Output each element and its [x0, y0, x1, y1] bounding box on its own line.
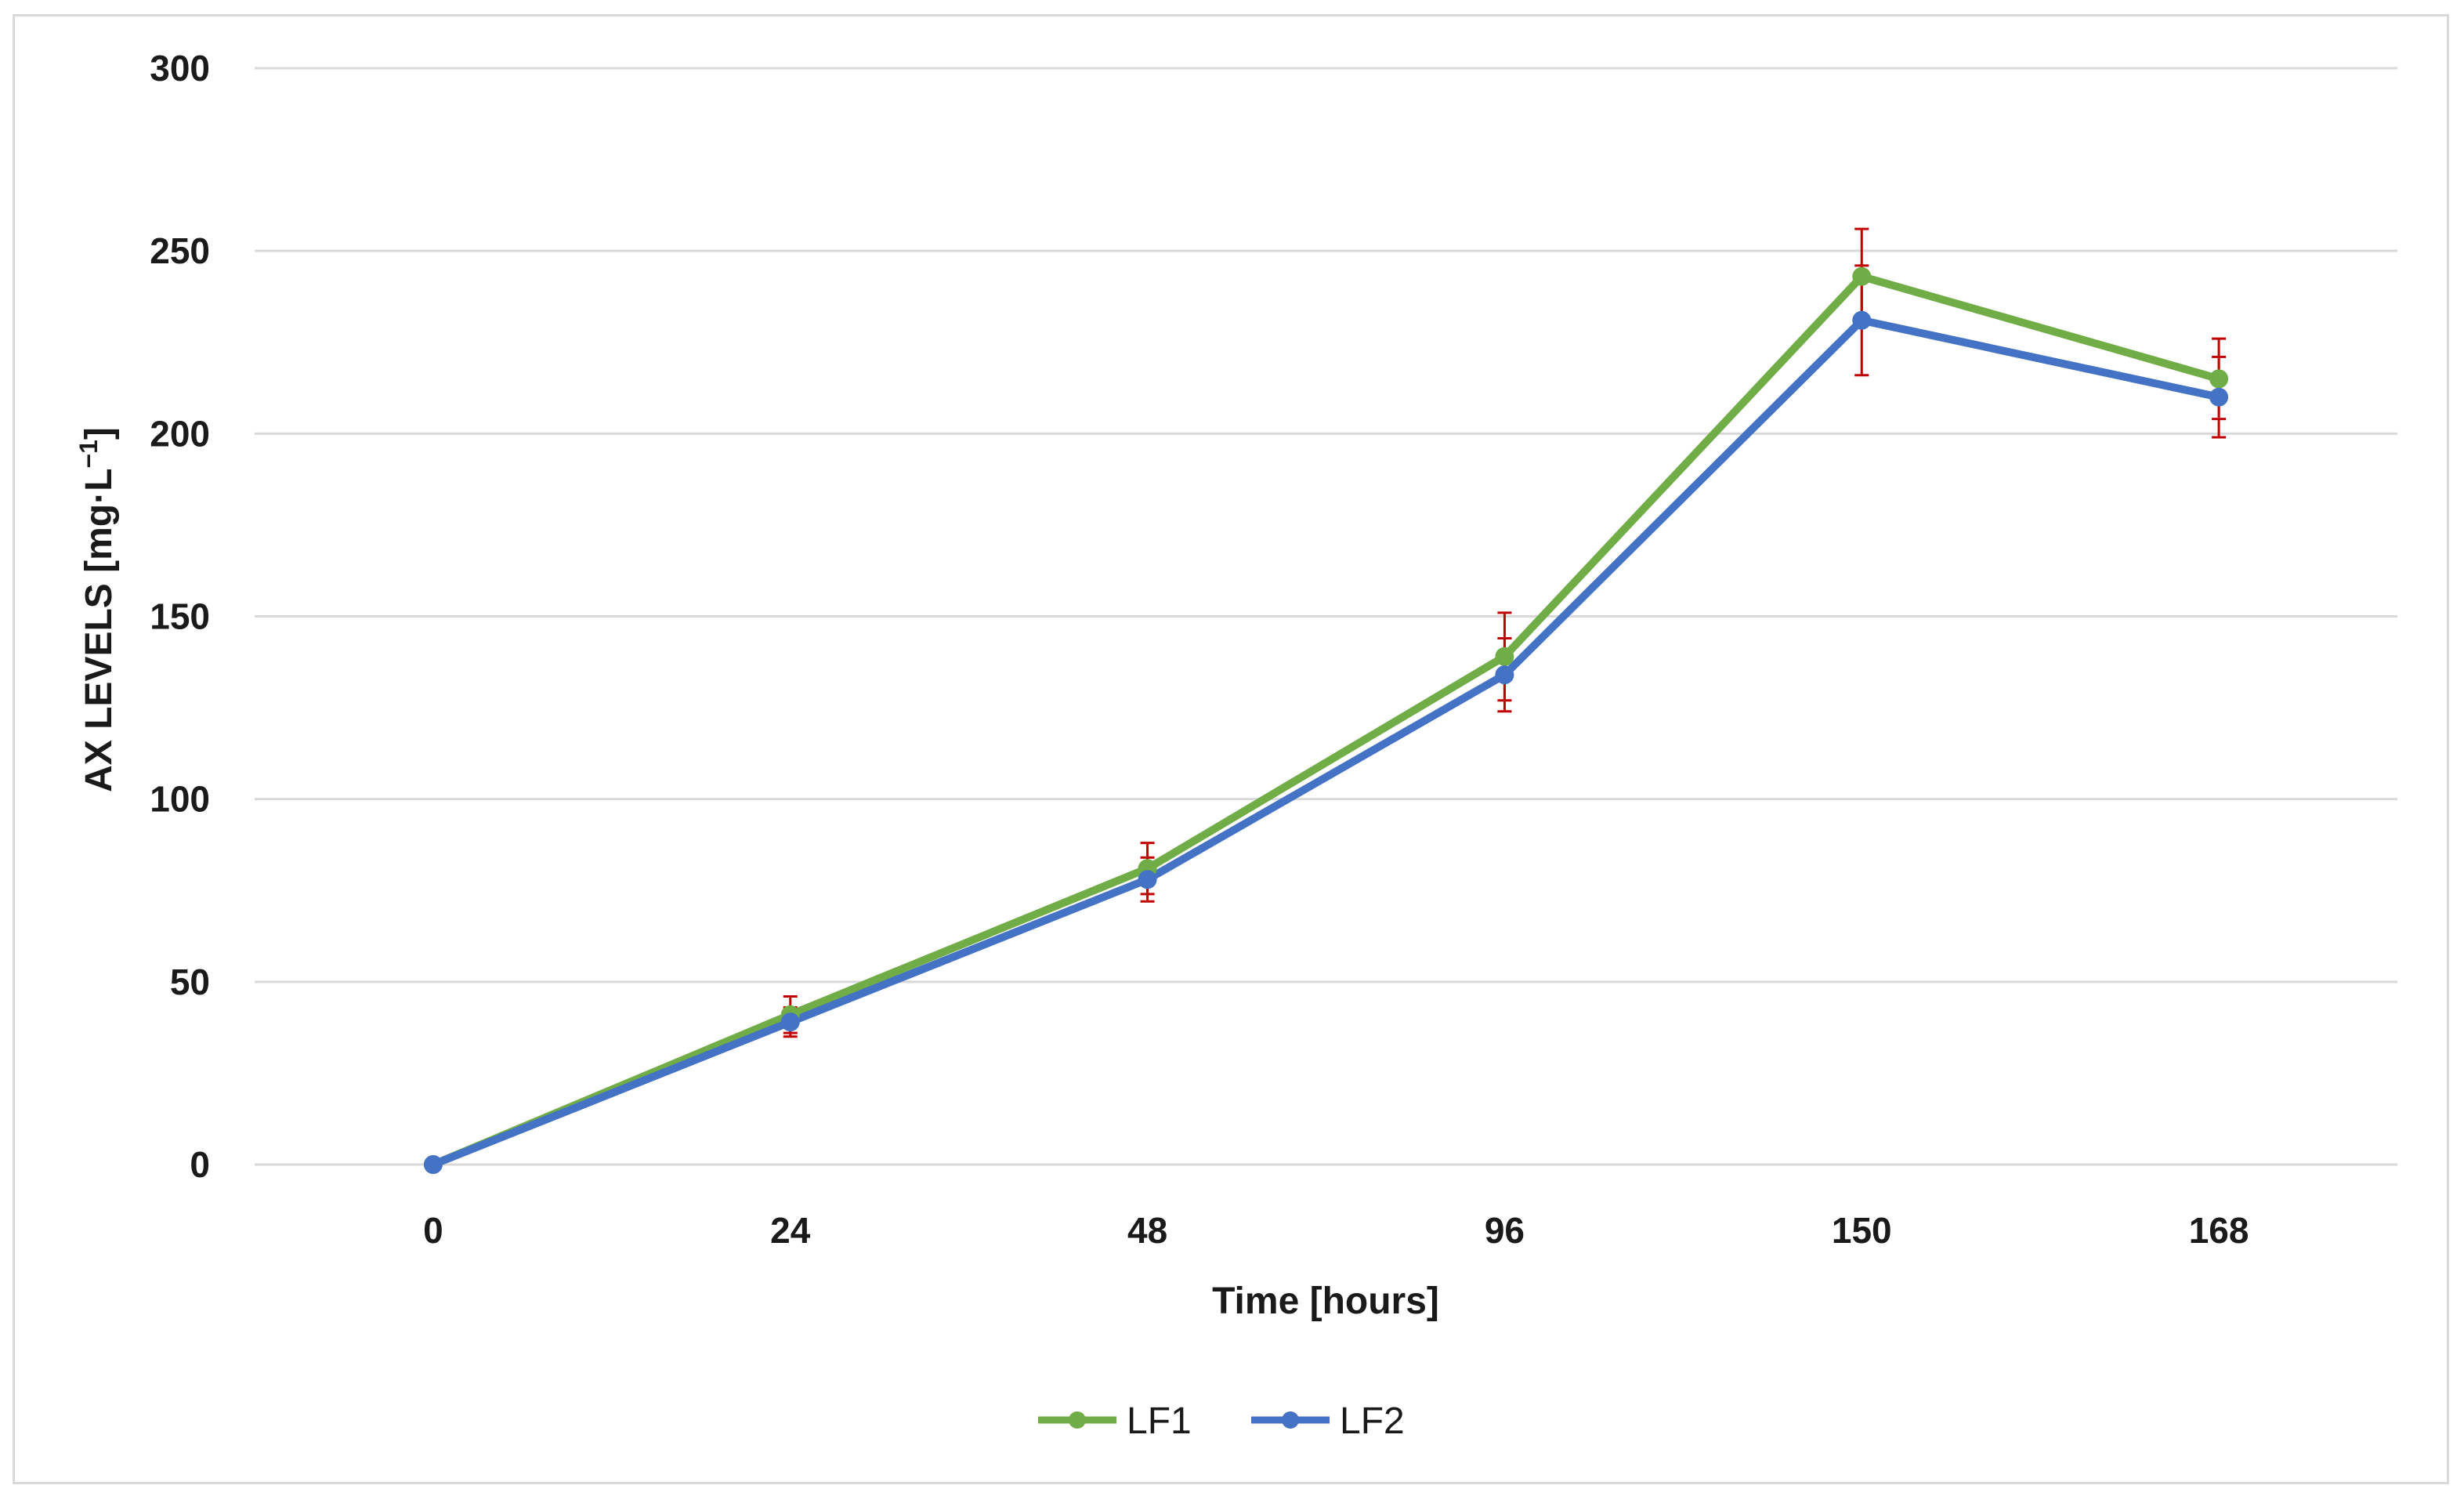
point-lf1-150: [1852, 266, 1872, 286]
x-tick-label-24: 24: [770, 1210, 811, 1251]
legend-item-lf1: LF1: [1038, 1400, 1192, 1442]
x-tick-label-0: 0: [423, 1210, 443, 1251]
series-markers: [423, 266, 2229, 1174]
point-lf2-24: [780, 1013, 800, 1032]
series-lines: [429, 272, 2223, 1168]
y-axis-title-superscript: −1: [74, 440, 103, 468]
y-tick-labels: 0 50 100 150 200 250 300: [150, 48, 210, 1185]
gridlines: [255, 67, 2397, 1166]
x-tick-labels: 0 24 48 96 150 168: [423, 1210, 2249, 1251]
y-tick-label-0: 0: [190, 1144, 210, 1185]
legend-label-lf2: LF2: [1340, 1400, 1405, 1442]
point-lf2-48: [1138, 870, 1157, 889]
y-tick-label-50: 50: [170, 962, 210, 1002]
point-lf2-150: [1852, 310, 1872, 330]
y-tick-label-300: 300: [150, 48, 210, 89]
point-lf1-96: [1495, 647, 1514, 666]
y-axis-title-close: ]: [78, 427, 120, 440]
legend-label-lf1: LF1: [1127, 1400, 1192, 1442]
point-lf1-168: [2209, 369, 2229, 389]
y-axis-title-main: AX LEVELS [mg·L: [78, 469, 120, 792]
x-tick-label-168: 168: [2189, 1210, 2249, 1251]
legend-marker-lf2: [1282, 1411, 1299, 1429]
legend: LF1 LF2: [1038, 1400, 1405, 1442]
point-lf2-0: [423, 1155, 443, 1174]
y-axis-title: AX LEVELS [mg·L−1]: [74, 427, 120, 792]
y-tick-label-100: 100: [150, 779, 210, 820]
y-tick-label-150: 150: [150, 596, 210, 637]
series-line-lf1: [429, 272, 2223, 1168]
point-lf2-96: [1495, 665, 1514, 685]
series-line-lf2: [429, 316, 2223, 1168]
x-axis-title: Time [hours]: [1212, 1281, 1439, 1322]
chart-frame: [13, 14, 2449, 1484]
x-tick-label-48: 48: [1127, 1210, 1167, 1251]
point-lf2-168: [2209, 387, 2229, 407]
legend-marker-lf1: [1069, 1411, 1086, 1429]
y-tick-label-200: 200: [150, 413, 210, 454]
x-tick-label-96: 96: [1485, 1210, 1525, 1251]
y-tick-label-250: 250: [150, 230, 210, 271]
legend-item-lf2: LF2: [1251, 1400, 1405, 1442]
x-tick-label-150: 150: [1832, 1210, 1892, 1251]
